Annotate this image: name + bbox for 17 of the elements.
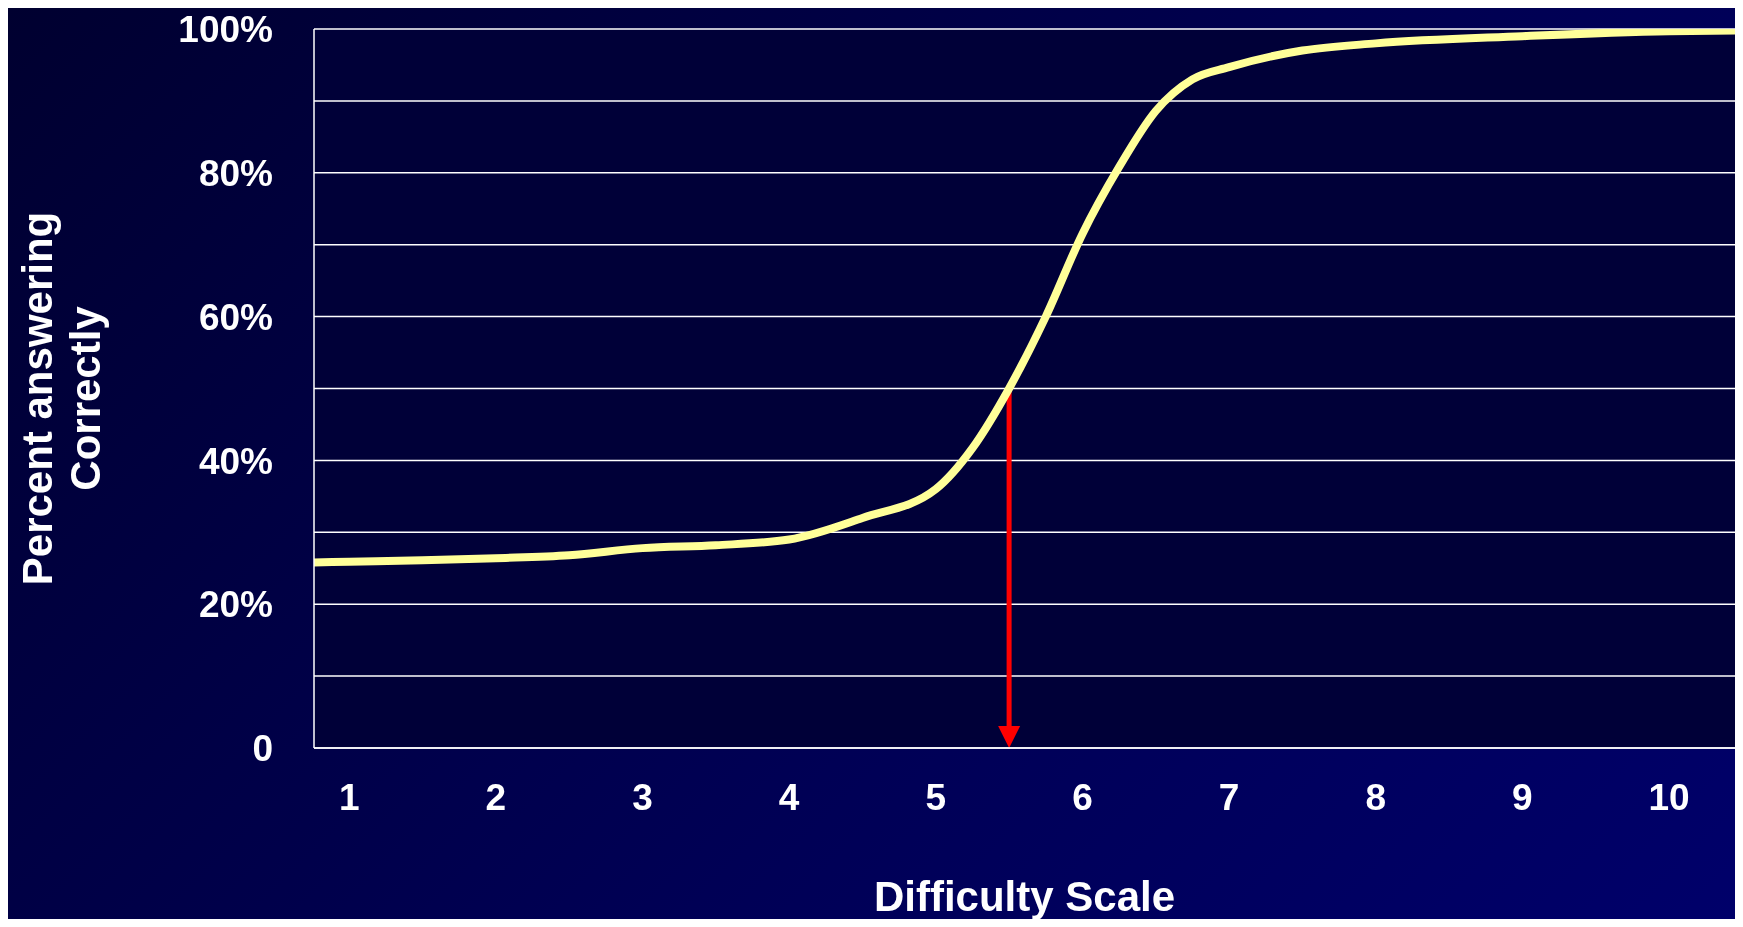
y-tick-label: 20%	[198, 584, 273, 626]
y-tick-label: 60%	[198, 296, 273, 338]
y-tick-label: 80%	[198, 152, 273, 194]
x-tick-label: 10	[1648, 777, 1690, 819]
x-tick-label: 7	[1218, 777, 1240, 819]
y-tick-label: 100%	[178, 9, 273, 51]
x-tick-label: 3	[632, 777, 653, 819]
x-tick-label: 5	[925, 777, 947, 819]
y-tick-label: 40%	[198, 440, 273, 482]
x-tick-label: 8	[1365, 777, 1387, 819]
x-tick-label: 6	[1072, 777, 1093, 819]
x-tick-label: 2	[485, 777, 507, 819]
x-tick-label: 1	[338, 777, 360, 819]
y-axis-title: Percent answering Correctly	[14, 211, 109, 586]
y-tick-label: 0	[252, 728, 273, 770]
x-tick-label: 9	[1512, 777, 1533, 819]
x-tick-label: 4	[778, 777, 800, 819]
